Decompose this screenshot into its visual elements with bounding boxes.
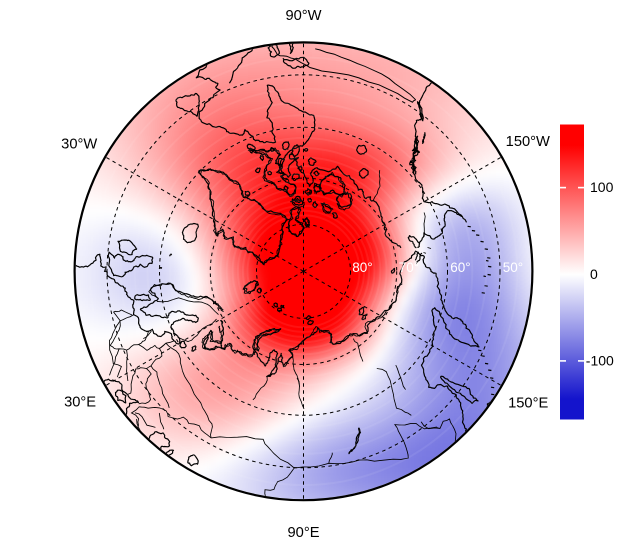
svg-text:150°E: 150°E (508, 395, 548, 411)
svg-text:100: 100 (590, 179, 614, 195)
svg-text:30°W: 30°W (61, 137, 97, 153)
svg-text:150°W: 150°W (506, 134, 550, 150)
svg-text:0: 0 (590, 266, 598, 282)
svg-text:80°: 80° (352, 260, 372, 275)
svg-text:30°E: 30°E (64, 395, 96, 411)
svg-text:90°W: 90°W (285, 8, 321, 24)
svg-text:90°E: 90°E (287, 525, 319, 541)
svg-text:50°: 50° (503, 260, 523, 275)
svg-text:60°: 60° (450, 260, 470, 275)
svg-text:70°: 70° (399, 260, 419, 275)
svg-text:-100: -100 (586, 352, 614, 368)
